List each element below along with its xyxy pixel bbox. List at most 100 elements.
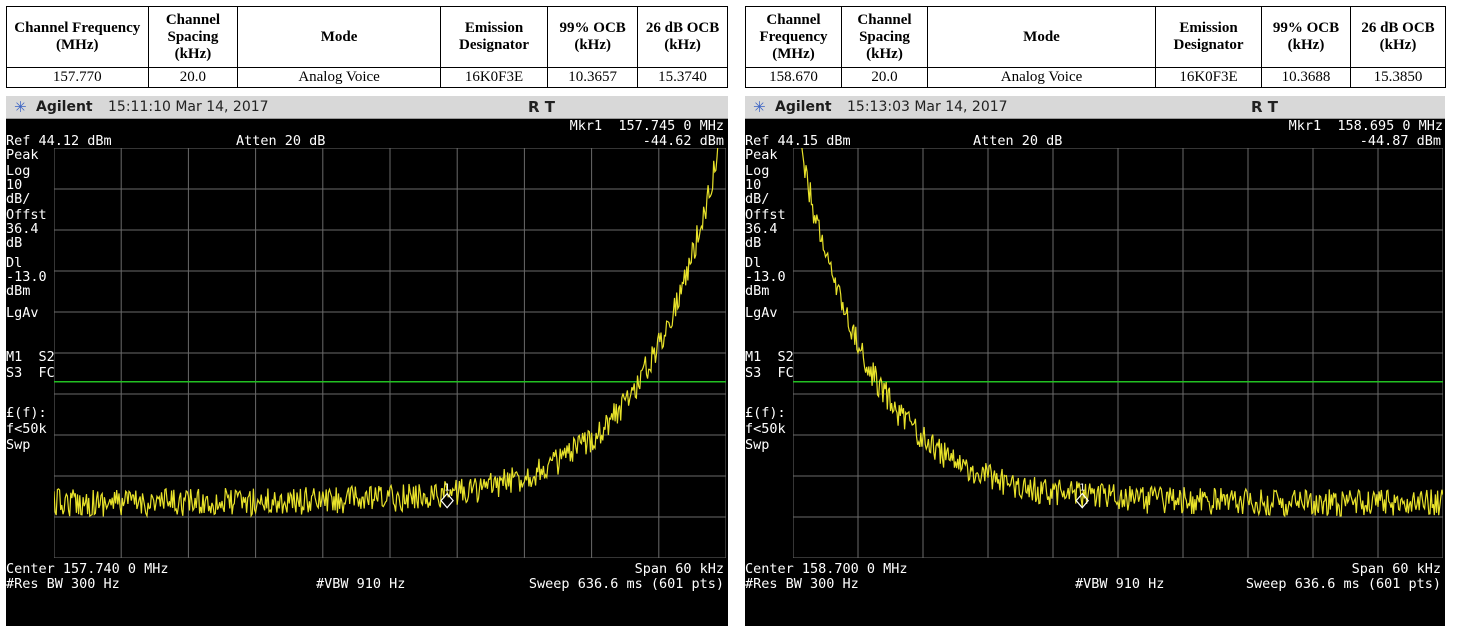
sidebar-display-line-unit: dBm — [6, 283, 31, 299]
marker-amplitude: -44.62 dBm — [642, 133, 724, 149]
sidebar-log: Log — [745, 163, 770, 179]
agilent-spark-icon: ✳ — [753, 98, 766, 116]
sidebar-limit-function: £(f): — [745, 405, 786, 421]
header-channel-spacing: Channel Spacing (kHz) — [841, 6, 928, 68]
sidebar-m1s2: M1 S2 — [6, 349, 55, 365]
cell-99-ocb: 10.3657 — [547, 67, 639, 88]
sidebar-s3fc: S3 FC — [745, 365, 794, 381]
marker-amplitude: -44.87 dBm — [1359, 133, 1441, 149]
timestamp: 15:11:10 Mar 14, 2017 — [108, 99, 269, 115]
header-mode: Mode — [237, 6, 441, 68]
sidebar-display-line-value: -13.0 — [745, 269, 786, 285]
cell-spacing: 20.0 — [147, 67, 239, 88]
sidebar-lgav: LgAv — [6, 305, 39, 321]
header-emission-designator: Emission Designator — [439, 6, 549, 68]
frequency-span: Span 60 kHz — [1351, 561, 1441, 577]
sidebar-scale: 10 — [745, 177, 762, 193]
sidebar-offset: Offst — [6, 207, 47, 223]
resolution-bandwidth: #Res BW 300 Hz — [745, 576, 859, 592]
sidebar-limit-frequency: f<50k — [745, 421, 786, 437]
center-frequency: Center 157.740 0 MHz — [6, 561, 169, 577]
sidebar-offset-unit: dB — [745, 235, 762, 251]
header-99-ocb: 99% OCB (kHz) — [547, 6, 639, 68]
header-26db-ocb: 26 dB OCB (kHz) — [1350, 6, 1446, 68]
sidebar-log: Log — [6, 163, 31, 179]
header-99-ocb: 99% OCB (kHz) — [1261, 6, 1351, 68]
table-header-row: Channel Frequency (MHz) Channel Spacing … — [6, 6, 728, 68]
header-channel-frequency: Channel Frequency (MHz) — [745, 6, 842, 68]
sweep-time: Sweep 636.6 ms (601 pts) — [1245, 576, 1441, 592]
spectrum-trace — [801, 148, 1443, 518]
sweep-time: Sweep 636.6 ms (601 pts) — [528, 576, 724, 592]
spectrum-graticule: 1 — [793, 148, 1443, 558]
left-spec-table: Channel Frequency (MHz) Channel Spacing … — [6, 6, 728, 88]
left-measurement-panel: Channel Frequency (MHz) Channel Spacing … — [6, 6, 728, 626]
status-indicator: R T — [1251, 98, 1279, 116]
sidebar-offset: Offst — [745, 207, 786, 223]
cell-designator: 16K0F3E — [439, 67, 549, 88]
marker-frequency: Mkr1 157.745 0 MHz — [569, 118, 724, 134]
sidebar-limit-frequency: f<50k — [6, 421, 47, 437]
brand-label: Agilent — [36, 99, 93, 115]
marker-number: 1 — [1079, 483, 1085, 494]
header-channel-spacing: Channel Spacing (kHz) — [147, 6, 239, 68]
status-indicator: R T — [528, 98, 556, 116]
cell-mode: Analog Voice — [237, 67, 441, 88]
sidebar-offset-value: 36.4 — [6, 221, 39, 237]
right-spec-table: Channel Frequency (MHz) Channel Spacing … — [745, 6, 1446, 88]
header-channel-frequency: Channel Frequency (MHz) — [6, 6, 149, 68]
header-26db-ocb: 26 dB OCB (kHz) — [637, 6, 728, 68]
marker-frequency: Mkr1 158.695 0 MHz — [1288, 118, 1443, 134]
table-row: 157.770 20.0 Analog Voice 16K0F3E 10.365… — [6, 67, 728, 88]
frequency-span: Span 60 kHz — [634, 561, 724, 577]
sidebar-lgav: LgAv — [745, 305, 778, 321]
sidebar-scale-unit: dB/ — [745, 191, 770, 207]
sidebar-peak: Peak — [6, 147, 39, 163]
sidebar-sweep: Swp — [745, 437, 770, 453]
sidebar-scale: 10 — [6, 177, 23, 193]
video-bandwidth: #VBW 910 Hz — [316, 576, 406, 592]
spectrum-plot: 1 — [793, 148, 1443, 558]
sidebar-display-line-value: -13.0 — [6, 269, 47, 285]
sidebar-limit-function: £(f): — [6, 405, 47, 421]
reference-level: Ref 44.15 dBm — [745, 133, 851, 149]
spectrum-graticule: 1 — [54, 148, 726, 558]
cell-designator: 16K0F3E — [1155, 67, 1262, 88]
analyzer-title-bar: ✳ Agilent 15:11:10 Mar 14, 2017 R T — [6, 96, 728, 119]
sidebar-display-line: Dl — [6, 255, 23, 271]
cell-frequency: 157.770 — [6, 67, 149, 88]
table-row: 158.670 20.0 Analog Voice 16K0F3E 10.368… — [745, 67, 1446, 88]
reference-level: Ref 44.12 dBm — [6, 133, 112, 149]
header-mode: Mode — [927, 6, 1156, 68]
brand-label: Agilent — [775, 99, 832, 115]
center-frequency: Center 158.700 0 MHz — [745, 561, 908, 577]
header-emission-designator: Emission Designator — [1155, 6, 1262, 68]
sidebar-offset-value: 36.4 — [745, 221, 778, 237]
sidebar-display-line-unit: dBm — [745, 283, 770, 299]
sidebar-scale-unit: dB/ — [6, 191, 31, 207]
video-bandwidth: #VBW 910 Hz — [1075, 576, 1165, 592]
spectrum-plot: 1 — [54, 148, 726, 558]
analyzer-title-bar: ✳ Agilent 15:13:03 Mar 14, 2017 R T — [745, 96, 1445, 119]
sidebar-m1s2: M1 S2 — [745, 349, 794, 365]
cell-26db-ocb: 15.3740 — [637, 67, 728, 88]
marker-diamond-icon — [440, 492, 454, 509]
attenuation: Atten 20 dB — [973, 133, 1063, 149]
right-analyzer-screen: ✳ Agilent 15:13:03 Mar 14, 2017 R T Mkr1… — [745, 96, 1445, 626]
cell-spacing: 20.0 — [841, 67, 928, 88]
table-header-row: Channel Frequency (MHz) Channel Spacing … — [745, 6, 1446, 68]
spectrum-trace — [54, 148, 719, 519]
sidebar-offset-unit: dB — [6, 235, 23, 251]
attenuation: Atten 20 dB — [236, 133, 326, 149]
cell-99-ocb: 10.3688 — [1261, 67, 1351, 88]
sidebar-display-line: Dl — [745, 255, 762, 271]
left-analyzer-screen: ✳ Agilent 15:11:10 Mar 14, 2017 R T Mkr1… — [6, 96, 728, 626]
cell-frequency: 158.670 — [745, 67, 842, 88]
marker-number: 1 — [444, 483, 450, 494]
sidebar-s3fc: S3 FC — [6, 365, 55, 381]
agilent-spark-icon: ✳ — [14, 98, 27, 116]
marker-diamond-icon — [1075, 492, 1090, 509]
sidebar-peak: Peak — [745, 147, 778, 163]
cell-mode: Analog Voice — [927, 67, 1156, 88]
resolution-bandwidth: #Res BW 300 Hz — [6, 576, 120, 592]
